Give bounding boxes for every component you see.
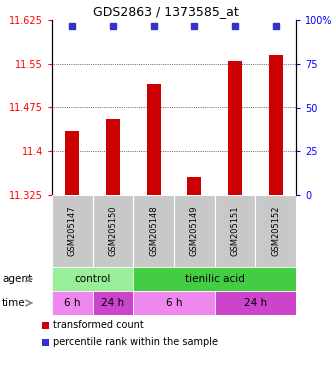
Text: GSM205151: GSM205151 [230, 206, 240, 256]
FancyBboxPatch shape [133, 195, 174, 267]
Text: GSM205150: GSM205150 [109, 206, 118, 256]
FancyBboxPatch shape [255, 195, 296, 267]
Text: GSM205152: GSM205152 [271, 206, 280, 256]
FancyBboxPatch shape [133, 267, 296, 291]
Bar [42, 339, 49, 346]
FancyBboxPatch shape [52, 267, 133, 291]
Text: GSM205148: GSM205148 [149, 206, 158, 256]
FancyBboxPatch shape [174, 195, 215, 267]
Bar [106, 119, 120, 195]
Text: 24 h: 24 h [101, 298, 124, 308]
FancyBboxPatch shape [215, 195, 255, 267]
Text: GSM205147: GSM205147 [68, 206, 77, 256]
Text: agent: agent [2, 274, 32, 284]
Bar [42, 321, 49, 329]
Text: 6 h: 6 h [166, 298, 182, 308]
Text: GSM205149: GSM205149 [190, 206, 199, 256]
Text: time: time [2, 298, 25, 308]
Bar [147, 84, 161, 195]
Text: percentile rank within the sample: percentile rank within the sample [53, 337, 218, 347]
FancyBboxPatch shape [93, 291, 133, 315]
FancyBboxPatch shape [215, 291, 296, 315]
FancyBboxPatch shape [52, 195, 93, 267]
Bar [187, 177, 202, 195]
Bar [65, 131, 79, 195]
FancyBboxPatch shape [52, 291, 93, 315]
Text: 6 h: 6 h [64, 298, 80, 308]
Text: tienilic acid: tienilic acid [185, 274, 245, 284]
FancyBboxPatch shape [133, 291, 215, 315]
Text: control: control [74, 274, 111, 284]
Text: 24 h: 24 h [244, 298, 267, 308]
Text: GDS2863 / 1373585_at: GDS2863 / 1373585_at [93, 5, 238, 18]
FancyBboxPatch shape [93, 195, 133, 267]
Bar [268, 55, 283, 195]
Bar [228, 61, 242, 195]
Text: transformed count: transformed count [53, 320, 144, 330]
